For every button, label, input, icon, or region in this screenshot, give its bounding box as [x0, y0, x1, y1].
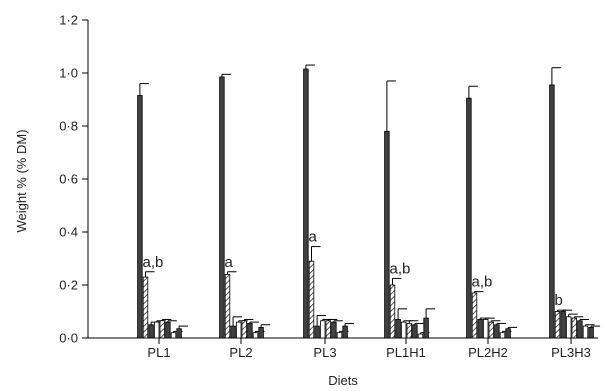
bar: [560, 311, 566, 339]
bar: [384, 130, 390, 339]
y-axis-label: Weight % (% DM): [14, 129, 29, 232]
bar: [395, 319, 401, 339]
bar: [488, 321, 494, 339]
bar: [235, 321, 242, 339]
bar: [471, 292, 478, 339]
x-tick-label: PL1: [147, 345, 170, 360]
bar: [477, 319, 483, 339]
bar: [252, 332, 259, 339]
chart-axes: 0·0 0·2 0·4 0·6 0·8 1·0 1·2 PL1 PL2 PL3 PL1H1 PL2H2…: [59, 13, 598, 360]
y-tick-label: 0·4: [59, 225, 78, 240]
significance-annotation: a: [309, 229, 318, 246]
y-tick-label: 1·0: [59, 66, 78, 81]
bar: [342, 325, 348, 339]
bar: [588, 326, 594, 339]
bar: [505, 328, 511, 339]
bar: [314, 325, 320, 339]
bar: [494, 324, 500, 339]
y-tick-label: 0·6: [59, 172, 78, 187]
chart-labels: Diets Weight % (% DM) a,b a a a,b a,b b: [14, 129, 563, 388]
bar: [247, 323, 253, 339]
significance-annotation: a,b: [390, 260, 411, 277]
bar: [549, 84, 555, 339]
bar: [412, 324, 418, 339]
bar: [566, 316, 572, 339]
bar: [389, 284, 396, 339]
bar: [482, 319, 489, 339]
bar: [153, 321, 160, 339]
y-tick-label: 0·0: [59, 331, 78, 346]
bar: [423, 317, 429, 339]
bar: [582, 325, 589, 339]
bar: [230, 325, 236, 339]
bar: [170, 332, 177, 339]
bar: [571, 317, 577, 339]
bar: [224, 273, 231, 339]
bar: [308, 260, 315, 339]
x-tick-label: PL1H1: [386, 345, 426, 360]
x-axis-label: Diets: [328, 373, 358, 388]
bar: [219, 76, 225, 339]
bar: [241, 320, 247, 339]
bar: [165, 321, 171, 339]
bar: [336, 332, 343, 339]
x-tick-label: PL3H3: [551, 345, 591, 360]
bar: [417, 333, 424, 339]
y-tick-label: 0·8: [59, 119, 78, 134]
bar: [331, 321, 337, 339]
x-tick-label: PL2: [229, 345, 252, 360]
bar: [325, 320, 331, 339]
bar: [499, 332, 506, 339]
y-tick-label: 0·2: [59, 278, 78, 293]
bar: [577, 320, 583, 339]
bar: [303, 68, 309, 339]
significance-annotation: a,b: [143, 254, 164, 271]
bar: [319, 320, 326, 339]
bar: [554, 311, 561, 339]
bar: [406, 323, 412, 339]
bar: [159, 320, 165, 339]
significance-annotation: a,b: [472, 274, 493, 291]
bar: [148, 324, 154, 339]
bar: [400, 321, 407, 339]
significance-annotation: a: [225, 254, 234, 271]
y-tick-label: 1·2: [59, 13, 78, 28]
bar: [466, 97, 472, 339]
bar: [176, 328, 182, 339]
bar: [258, 326, 264, 339]
significance-annotation: b: [555, 292, 563, 309]
x-tick-label: PL2H2: [468, 345, 508, 360]
chart-bars: [137, 64, 601, 339]
bar: [137, 95, 143, 339]
bar: [142, 276, 149, 339]
x-tick-label: PL3: [313, 345, 336, 360]
